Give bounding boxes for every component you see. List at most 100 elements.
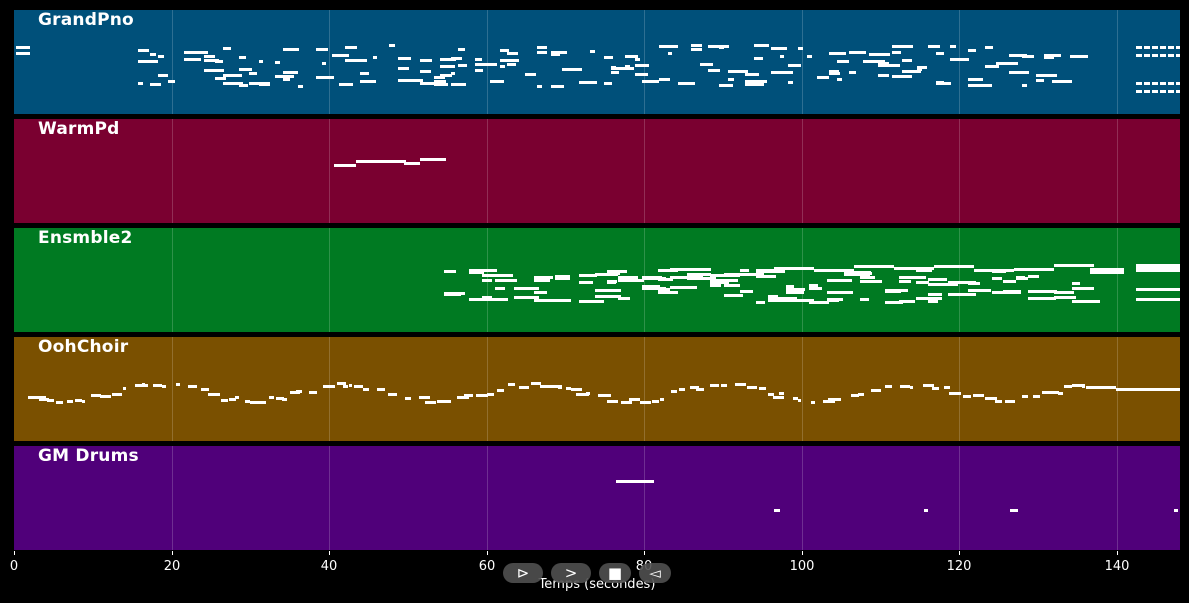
note: [611, 66, 617, 69]
note: [514, 287, 539, 290]
note: [788, 81, 793, 84]
note: [316, 76, 335, 79]
play-button[interactable]: ⊳: [503, 563, 543, 583]
note: [334, 164, 356, 167]
track-grandpno: GrandPno: [14, 10, 1180, 114]
note: [1032, 395, 1040, 398]
note: [1052, 80, 1073, 83]
note: [607, 400, 618, 403]
grid-line: [644, 119, 645, 223]
note: [558, 386, 562, 389]
note: [718, 46, 724, 49]
note: [641, 276, 662, 279]
note: [269, 396, 275, 399]
note: [823, 400, 835, 403]
note: [1136, 264, 1180, 272]
note: [624, 65, 631, 68]
note: [848, 71, 856, 74]
grid-line: [959, 337, 960, 441]
note: [1021, 395, 1028, 398]
note: [552, 385, 563, 388]
note: [1144, 82, 1150, 85]
note: [1152, 54, 1158, 57]
note: [878, 74, 890, 77]
note: [932, 387, 940, 390]
prev-button[interactable]: ◅: [639, 563, 671, 583]
note: [848, 51, 866, 54]
note: [183, 58, 201, 61]
grid-line: [172, 446, 173, 550]
note: [443, 400, 452, 403]
note: [607, 272, 620, 275]
note: [1136, 54, 1142, 57]
grid-line: [487, 119, 488, 223]
note: [771, 71, 793, 74]
note: [554, 275, 570, 278]
note: [756, 275, 777, 278]
note: [699, 63, 713, 66]
note: [1004, 400, 1016, 403]
note: [724, 273, 744, 276]
note: [658, 288, 671, 291]
note: [1168, 90, 1174, 93]
note: [950, 58, 969, 61]
tick-label: 60: [478, 559, 496, 574]
note: [798, 399, 802, 402]
note: [607, 281, 616, 284]
note: [203, 55, 215, 58]
note: [295, 390, 303, 393]
note: [927, 45, 941, 48]
next-button[interactable]: >: [551, 563, 591, 583]
note: [797, 47, 804, 50]
note: [47, 399, 54, 402]
track-label: OohChoir: [38, 337, 129, 357]
note: [927, 300, 938, 303]
note: [709, 281, 729, 284]
note: [134, 384, 148, 387]
note: [779, 55, 784, 58]
note: [158, 55, 165, 58]
track-label: Ensmble2: [38, 228, 133, 248]
note: [773, 396, 784, 399]
note: [397, 57, 411, 60]
note: [1036, 74, 1057, 77]
note: [1136, 288, 1180, 291]
note: [679, 388, 686, 391]
note: [826, 299, 840, 302]
note: [860, 280, 882, 283]
note: [669, 286, 697, 289]
note: [739, 269, 750, 272]
note: [686, 273, 711, 276]
tick-label: 20: [163, 559, 181, 574]
note: [707, 69, 720, 72]
note: [481, 279, 493, 282]
note: [533, 291, 548, 294]
track-label: GM Drums: [38, 446, 139, 466]
note: [1058, 392, 1063, 395]
note: [388, 44, 396, 47]
note: [393, 393, 398, 396]
note: [1043, 54, 1062, 57]
note: [456, 396, 469, 399]
note: [992, 277, 1002, 280]
note: [55, 401, 64, 404]
note: [916, 297, 942, 300]
note: [809, 287, 823, 290]
note: [545, 385, 557, 388]
note: [475, 63, 498, 66]
note: [551, 53, 561, 56]
note: [768, 297, 797, 300]
note: [138, 82, 144, 85]
note: [768, 393, 774, 396]
stop-button[interactable]: ■: [599, 563, 631, 583]
note: [603, 56, 613, 59]
note: [1028, 290, 1058, 293]
note: [377, 388, 385, 391]
note: [721, 384, 727, 387]
note: [898, 300, 915, 303]
note: [739, 290, 754, 293]
note: [359, 80, 376, 83]
note: [238, 68, 252, 71]
note: [457, 64, 467, 67]
note: [576, 393, 589, 396]
